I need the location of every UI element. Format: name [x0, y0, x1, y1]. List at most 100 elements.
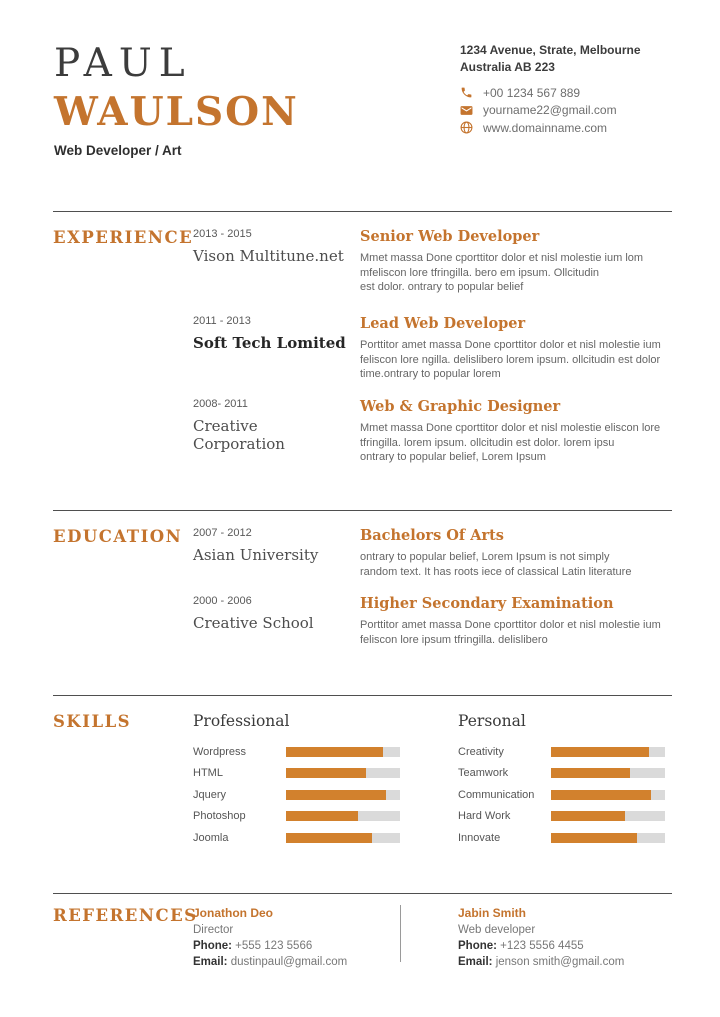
reference-name: Jabin Smith	[458, 906, 527, 920]
experience-entry-detail: Web & Graphic Designer Mmet massa Done c…	[360, 398, 678, 465]
divider-skills	[53, 695, 672, 696]
skill-bar-fill	[551, 811, 626, 822]
address-line-2: Australia AB 223	[460, 60, 555, 74]
section-title-experience: EXPERIENCE	[53, 228, 194, 247]
education-description: ontrary to popular belief, Lorem Ipsum i…	[360, 551, 632, 578]
skill-row: HTML	[193, 763, 400, 785]
skill-bar-fill	[286, 832, 372, 843]
phone-value: +555 123 5566	[231, 940, 313, 952]
skill-name: Innovate	[458, 831, 501, 844]
reference-phone: Phone: +555 123 5566	[193, 938, 393, 954]
education-dates: 2007 - 2012	[193, 527, 252, 539]
skills-group-professional: Professional Wordpress HTML Jquery Photo…	[193, 712, 400, 849]
skill-row: Teamwork	[458, 763, 665, 785]
experience-role: Senior Web Developer	[360, 228, 540, 245]
experience-role: Lead Web Developer	[360, 315, 526, 332]
skill-row: Hard Work	[458, 806, 665, 828]
section-title-education: EDUCATION	[53, 527, 183, 546]
skill-name: Joomla	[193, 831, 229, 844]
skill-row: Jquery	[193, 784, 400, 806]
contact-block: 1234 Avenue, Strate, Melbourne Australia…	[460, 42, 690, 137]
skill-row: Wordpress	[193, 741, 400, 763]
education-degree: Bachelors Of Arts	[360, 527, 504, 544]
skills-group-title: Personal	[458, 712, 526, 730]
email-label: Email:	[193, 956, 228, 968]
divider-education	[53, 510, 672, 511]
reference-role: Director	[193, 924, 234, 936]
website-row: www.domainname.com	[460, 119, 690, 137]
skill-row: Innovate	[458, 827, 665, 849]
skills-group-personal: Personal Creativity Teamwork Communicati…	[458, 712, 665, 849]
experience-company: Creative Corporation	[193, 417, 285, 453]
experience-description: Mmet massa Done cporttitor dolor et nisl…	[360, 252, 644, 293]
skill-bar-fill	[286, 811, 358, 822]
reference-name: Jonathon Deo	[193, 906, 273, 920]
experience-entry-detail: Senior Web Developer Mmet massa Done cpo…	[360, 228, 678, 295]
skill-name: Jquery	[193, 788, 227, 801]
education-degree: Higher Secondary Examination	[360, 595, 614, 612]
skill-bar-track	[286, 768, 400, 779]
education-entry-detail: Higher Secondary Examination Porttitor a…	[360, 595, 678, 647]
education-dates: 2000 - 2006	[193, 595, 252, 607]
email-row: yourname22@gmail.com	[460, 102, 690, 120]
reference-divider	[400, 905, 401, 962]
job-subtitle: Web Developer / Art	[54, 143, 182, 158]
reference-email: Email: jenson smith@gmail.com	[458, 954, 658, 970]
globe-icon	[460, 121, 473, 134]
skill-bar-track	[551, 811, 665, 822]
skill-name: Photoshop	[193, 810, 246, 823]
education-school: Asian University	[193, 546, 319, 564]
email-label: Email:	[458, 956, 493, 968]
reference-card: Jabin Smith Web developer Phone: +123 55…	[458, 905, 658, 970]
experience-entry-detail: Lead Web Developer Porttitor amet massa …	[360, 315, 678, 382]
experience-dates: 2008- 2011	[193, 398, 248, 410]
reference-phone: Phone: +123 5556 4455	[458, 938, 658, 954]
skill-name: Teamwork	[458, 767, 509, 780]
education-school: Creative School	[193, 614, 314, 632]
skill-bar-track	[551, 746, 665, 757]
email-value: jenson smith@gmail.com	[492, 956, 625, 968]
phone-value: +123 5556 4455	[496, 940, 584, 952]
skill-bar-fill	[286, 768, 366, 779]
experience-dates: 2013 - 2015	[193, 228, 252, 240]
reference-role: Web developer	[458, 924, 536, 936]
skills-group-title: Professional	[193, 712, 290, 730]
education-description: Porttitor amet massa Done cporttitor dol…	[360, 619, 661, 646]
experience-role: Web & Graphic Designer	[360, 398, 561, 415]
skill-bar-fill	[286, 746, 383, 757]
phone-label: Phone:	[458, 940, 497, 952]
experience-description: Mmet massa Done cporttitor dolor et nisl…	[360, 422, 661, 463]
skill-bar-track	[286, 832, 400, 843]
reference-email: Email: dustinpaul@gmail.com	[193, 954, 393, 970]
skill-bar-track	[551, 789, 665, 800]
education-entry-meta: 2000 - 2006 Creative School	[193, 595, 353, 632]
skill-bar-fill	[551, 789, 652, 800]
experience-description: Porttitor amet massa Done cporttitor dol…	[360, 339, 661, 380]
skill-name: Creativity	[458, 745, 504, 758]
section-title-skills: SKILLS	[53, 712, 132, 731]
experience-company: Soft Tech Lomited	[193, 334, 346, 352]
phone-row: +00 1234 567 889	[460, 84, 690, 102]
phone-icon	[461, 87, 472, 98]
skill-bar-track	[286, 789, 400, 800]
section-title-references: REFERENCES	[53, 906, 198, 925]
skill-bar-track	[551, 832, 665, 843]
skill-bar-track	[286, 811, 400, 822]
skill-row: Communication	[458, 784, 665, 806]
email-text: yourname22@gmail.com	[483, 103, 617, 118]
skill-bar-track	[551, 768, 665, 779]
phone-label: Phone:	[193, 940, 232, 952]
experience-entry-meta: 2008- 2011 Creative Corporation	[193, 398, 353, 453]
skill-row: Joomla	[193, 827, 400, 849]
website-text: www.domainname.com	[483, 120, 608, 135]
skill-row: Photoshop	[193, 806, 400, 828]
name-block: PAUL WAULSON Web Developer / Art	[54, 40, 299, 158]
email-icon	[460, 105, 473, 115]
skill-name: HTML	[193, 767, 223, 780]
experience-entry-meta: 2013 - 2015 Vison Multitune.net	[193, 228, 353, 265]
divider-experience	[53, 211, 672, 212]
skill-bar-fill	[551, 832, 637, 843]
skill-row: Creativity	[458, 741, 665, 763]
skill-name: Wordpress	[193, 745, 246, 758]
